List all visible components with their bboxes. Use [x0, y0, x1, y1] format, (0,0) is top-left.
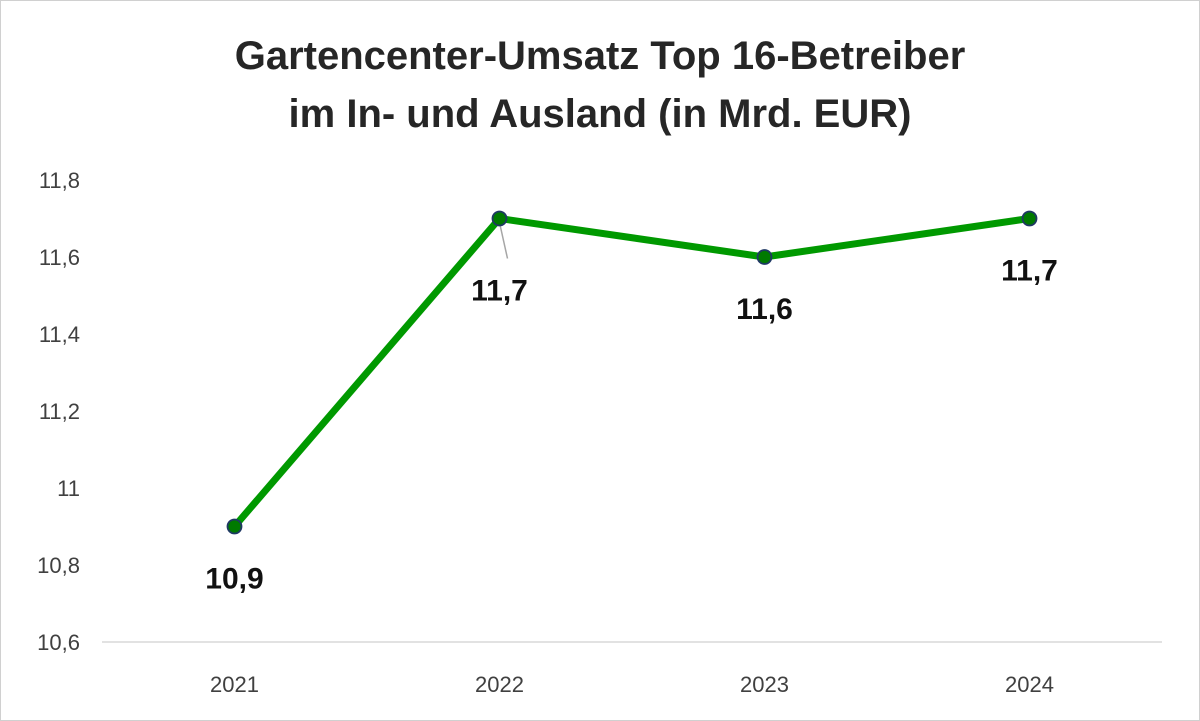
y-tick-label: 10,8	[37, 553, 80, 578]
data-label: 10,9	[205, 563, 263, 596]
leader-lines	[498, 222, 509, 259]
data-label: 11,7	[471, 275, 528, 308]
data-point-marker	[1021, 210, 1038, 227]
y-axis-ticks: 10,6 10,8 11 11,2 11,4 11,6 11,8	[37, 168, 80, 655]
x-tick-label: 2021	[210, 672, 259, 697]
y-tick-label: 11,4	[39, 322, 80, 347]
data-point-marker	[756, 249, 773, 265]
data-point-marker	[491, 210, 508, 227]
label-leader-line	[498, 222, 509, 259]
series-line	[231, 215, 1033, 530]
y-tick-label: 11	[57, 476, 80, 501]
y-tick-label: 11,2	[39, 399, 80, 424]
data-label: 11,6	[736, 293, 793, 326]
x-tick-label: 2023	[740, 672, 789, 697]
x-tick-label: 2024	[1005, 672, 1054, 697]
x-axis-ticks: 2021 2022 2023 2024	[210, 672, 1054, 697]
data-points	[226, 210, 1038, 535]
y-tick-label: 11,8	[39, 168, 80, 193]
data-point-marker	[226, 518, 243, 535]
data-label: 11,7	[1001, 255, 1058, 288]
x-tick-label: 2022	[475, 672, 524, 697]
y-tick-label: 11,6	[39, 245, 80, 270]
chart-title-line-1: Gartencenter-Umsatz Top 16-Betreiber	[234, 34, 966, 78]
chart-title-line-2: im In- und Ausland (in Mrd. EUR)	[288, 92, 912, 136]
data-labels: 10,9 11,7 11,6 11,7	[205, 255, 1058, 596]
y-tick-label: 10,6	[37, 630, 80, 655]
